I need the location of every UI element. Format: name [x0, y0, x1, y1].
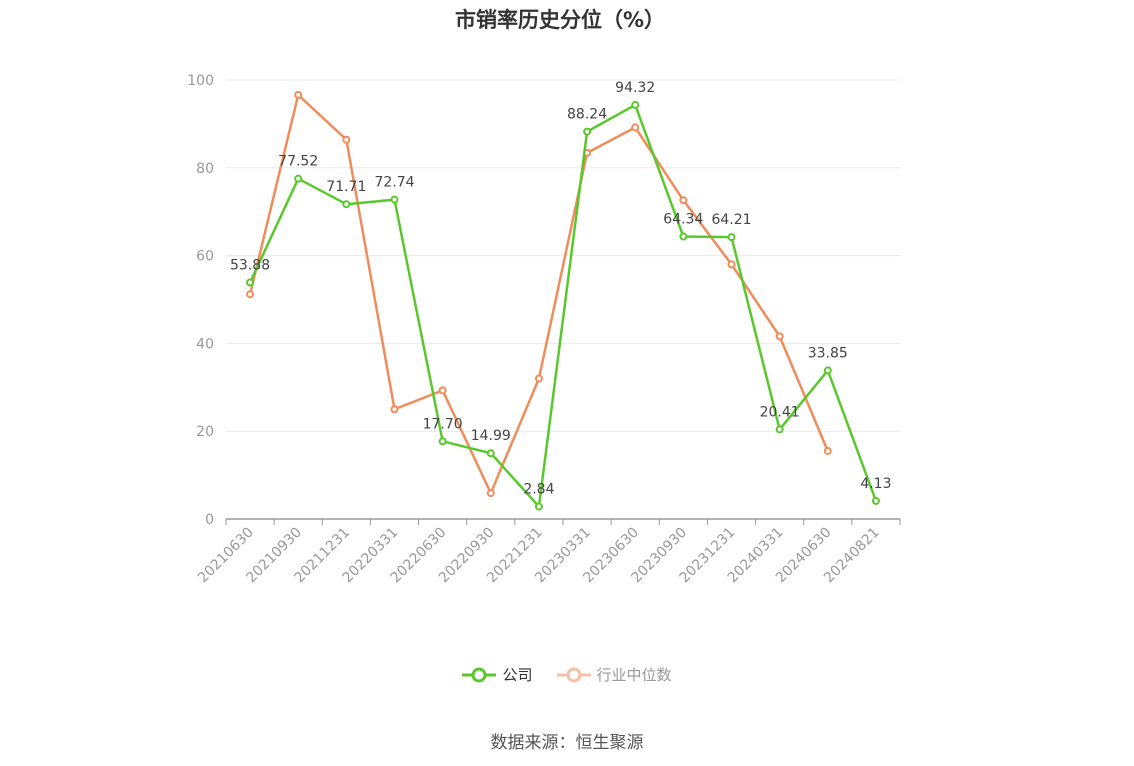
company-point[interactable]: [246, 278, 255, 287]
industry-point[interactable]: [823, 446, 832, 455]
industry-point[interactable]: [775, 332, 784, 341]
legend-company-swatch-icon: [462, 667, 497, 682]
company-point[interactable]: [486, 449, 495, 458]
company-point[interactable]: [438, 437, 447, 446]
company-point[interactable]: [294, 174, 303, 183]
industry-point[interactable]: [438, 386, 447, 395]
legend-industry-swatch-icon: [556, 667, 591, 682]
y-tick-label: 60: [196, 249, 214, 265]
company-data-label: 94.32: [615, 80, 655, 96]
legend: 公司 行业中位数: [0, 664, 1134, 685]
industry-point[interactable]: [246, 290, 255, 299]
company-point[interactable]: [727, 233, 736, 242]
data-source: 数据来源：恒生聚源: [490, 733, 644, 753]
company-point[interactable]: [631, 100, 640, 109]
company-data-label: 64.34: [663, 212, 703, 228]
company-data-label: 33.85: [808, 345, 848, 361]
company-point[interactable]: [342, 200, 351, 209]
y-tick-label: 100: [187, 73, 214, 89]
y-tick-label: 80: [196, 161, 214, 177]
legend-label-company: 公司: [502, 666, 533, 684]
legend-item-company[interactable]: 公司: [462, 664, 533, 685]
chart-title: 市销率历史分位（%）: [454, 8, 666, 32]
company-point[interactable]: [775, 425, 784, 434]
company-point[interactable]: [390, 195, 399, 204]
y-tick-label: 0: [205, 512, 214, 528]
industry-point[interactable]: [727, 260, 736, 269]
legend-item-industry[interactable]: 行业中位数: [556, 664, 672, 685]
series: [246, 90, 880, 511]
industry-point[interactable]: [390, 405, 399, 414]
y-tick-label: 20: [196, 424, 214, 440]
grid-lines: [226, 79, 900, 432]
company-series-line: [248, 103, 878, 508]
industry-point[interactable]: [534, 374, 543, 383]
company-data-label: 14.99: [471, 428, 511, 444]
industry-point[interactable]: [631, 123, 640, 132]
company-data-label: 2.84: [523, 482, 554, 498]
company-data-label: 20.41: [760, 404, 800, 420]
industry-point[interactable]: [679, 196, 688, 205]
company-point[interactable]: [871, 496, 880, 505]
company-data-label: 72.74: [374, 175, 414, 191]
company-data-label: 17.70: [423, 416, 463, 432]
company-data-label: 53.88: [230, 257, 270, 273]
company-point[interactable]: [679, 232, 688, 241]
company-data-label: 71.71: [326, 179, 366, 195]
company-point[interactable]: [823, 366, 832, 375]
industry-point[interactable]: [294, 90, 303, 99]
axes: 0204060801002021063020210930202112312022…: [187, 73, 901, 586]
company-data-label: 64.21: [711, 212, 751, 228]
company-data-label: 4.13: [860, 476, 891, 492]
company-data-label: 88.24: [567, 107, 607, 123]
industry-point[interactable]: [342, 135, 351, 144]
company-data-label: 77.52: [278, 154, 318, 170]
company-point[interactable]: [534, 502, 543, 511]
company-point[interactable]: [583, 127, 592, 136]
legend-label-industry: 行业中位数: [596, 666, 672, 684]
data-labels: 53.88 77.52 71.71 72.74 17.70 14.99 2.84 88.24 9…: [230, 80, 891, 498]
industry-point[interactable]: [486, 489, 495, 498]
y-tick-label: 40: [196, 336, 214, 352]
industry-series-line: [248, 93, 829, 495]
